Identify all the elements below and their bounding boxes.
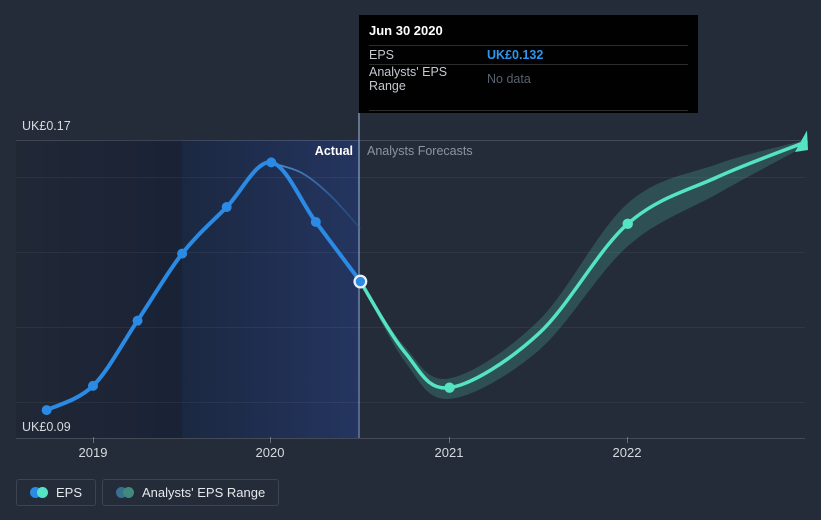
actual-data-point[interactable]: [221, 202, 232, 213]
actual-data-point[interactable]: [41, 405, 52, 416]
past-trend-fade-line: [270, 162, 362, 230]
eps-series-icon: [30, 487, 48, 498]
axis-tick-2022: [627, 437, 628, 443]
tooltip-row-eps: EPS UK£0.132: [369, 46, 688, 65]
gridline: [16, 402, 805, 403]
actual-data-point[interactable]: [88, 380, 98, 391]
actual-eps-line: [44, 160, 363, 413]
actual-year-highlight-band: [182, 140, 360, 438]
x-tick-label-2020: 2020: [255, 445, 285, 460]
tooltip-foot-rule: [369, 110, 688, 111]
analysts-range-series-icon: [116, 487, 135, 498]
y-axis-label-bottom: UK£0.09: [22, 420, 71, 434]
tooltip-row-range: Analysts' EPS Range No data: [369, 65, 688, 93]
actual-data-point[interactable]: [310, 216, 321, 227]
forecast-section-label: Analysts Forecasts: [367, 144, 473, 158]
x-tick-label-2019: 2019: [78, 445, 108, 460]
actual-data-point[interactable]: [132, 315, 143, 326]
gridline: [16, 327, 805, 328]
x-axis-line: [16, 438, 805, 439]
axis-tick-2021: [449, 437, 450, 443]
tooltip-eps-value: UK£0.132: [487, 48, 544, 62]
actual-section-label: Actual: [314, 144, 353, 158]
gridline: [16, 252, 805, 253]
x-tick-label-2021: 2021: [434, 445, 464, 460]
tooltip-range-label: Analysts' EPS Range: [369, 65, 448, 93]
axis-tick-2019: [93, 437, 94, 443]
datapoint-tooltip: Jun 30 2020 EPS UK£0.132 Analysts' EPS R…: [359, 15, 698, 113]
forecast-end-arrow-icon: [795, 130, 808, 152]
axis-tick-2020: [270, 437, 271, 443]
y-axis-label-top: UK£0.17: [22, 119, 71, 133]
forecast-data-point[interactable]: [622, 218, 633, 230]
x-tick-label-2022: 2022: [612, 445, 642, 460]
gridline: [16, 177, 805, 178]
legend-toggle-eps[interactable]: EPS: [16, 479, 97, 506]
gridline-top: [16, 140, 805, 141]
tooltip-eps-label: EPS: [369, 48, 395, 62]
actual-data-point[interactable]: [177, 248, 188, 259]
legend-eps-label: EPS: [56, 485, 83, 500]
forecast-eps-line: [358, 140, 808, 390]
legend-range-label: Analysts' EPS Range: [142, 485, 266, 500]
selected-data-point[interactable]: [353, 274, 368, 289]
tooltip-range-value: No data: [487, 72, 531, 86]
actual-data-point[interactable]: [266, 157, 277, 168]
tooltip-date: Jun 30 2020: [369, 23, 688, 46]
legend-toggle-analysts-eps-range[interactable]: Analysts' EPS Range: [102, 479, 280, 506]
analysts-eps-range-band: [360, 140, 806, 400]
forecast-data-point[interactable]: [444, 382, 455, 393]
pre-highlight-region: [16, 140, 182, 438]
chart-legend: EPS Analysts' EPS Range: [16, 479, 280, 506]
